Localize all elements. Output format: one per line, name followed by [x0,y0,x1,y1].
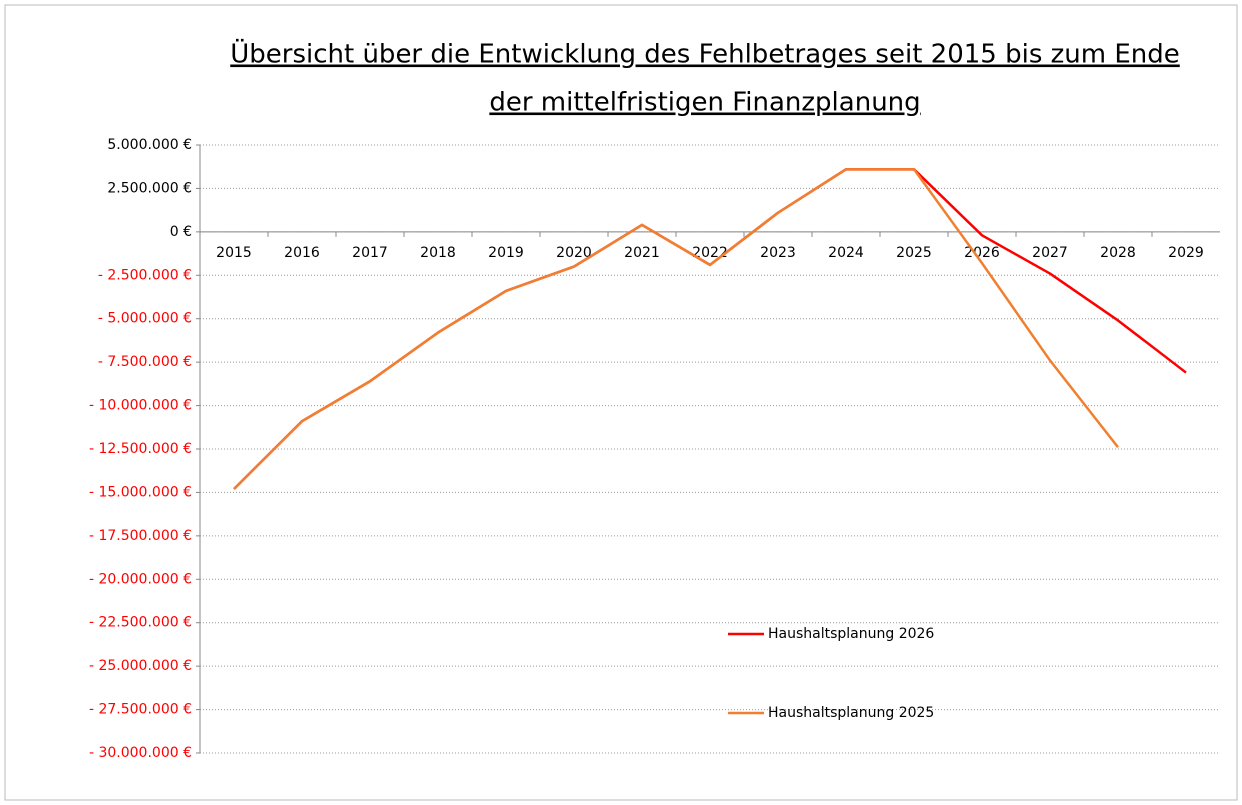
x-tick-label: 2020 [556,245,592,261]
y-tick-label: - 20.000.000 € [89,571,192,587]
x-tick-label: 2017 [352,245,388,261]
y-tick-label: - 2.500.000 € [98,267,192,283]
legend-label: Haushaltsplanung 2025 [768,705,934,721]
x-tick-label: 2023 [760,245,796,261]
x-tick-label: 2018 [420,245,456,261]
y-tick-label: - 5.000.000 € [98,311,192,327]
y-tick-label: - 12.500.000 € [89,441,192,457]
y-tick-label: 5.000.000 € [107,137,192,153]
y-tick-label: - 7.500.000 € [98,354,192,370]
series-line [233,168,1119,490]
x-tick-label: 2019 [488,245,524,261]
x-tick-label: 2016 [284,245,320,261]
x-tick-label: 2027 [1032,245,1068,261]
x-tick-label: 2015 [216,245,252,261]
frame [4,4,1238,801]
x-tick-label: 2029 [1168,245,1204,261]
chart-title: der mittelfristigen Finanzplanung [489,88,920,118]
x-tick-label: 2025 [896,245,932,261]
y-tick-label: - 10.000.000 € [89,398,192,414]
y-tick-label: 2.500.000 € [107,180,192,196]
x-tick-label: 2028 [1100,245,1136,261]
legend-label: Haushaltsplanung 2026 [768,626,934,642]
y-tick-label: - 17.500.000 € [89,528,192,544]
y-tick-label: - 30.000.000 € [89,745,192,761]
y-tick-label: - 22.500.000 € [89,615,192,631]
y-tick-label: - 27.500.000 € [89,702,192,718]
y-tick-label: 0 € [170,224,192,240]
y-tick-label: - 15.000.000 € [89,484,192,500]
chart-title: Übersicht über die Entwicklung des Fehlb… [230,38,1180,70]
y-tick-label: - 25.000.000 € [89,658,192,674]
x-tick-label: 2021 [624,245,660,261]
x-tick-label: 2024 [828,245,864,261]
